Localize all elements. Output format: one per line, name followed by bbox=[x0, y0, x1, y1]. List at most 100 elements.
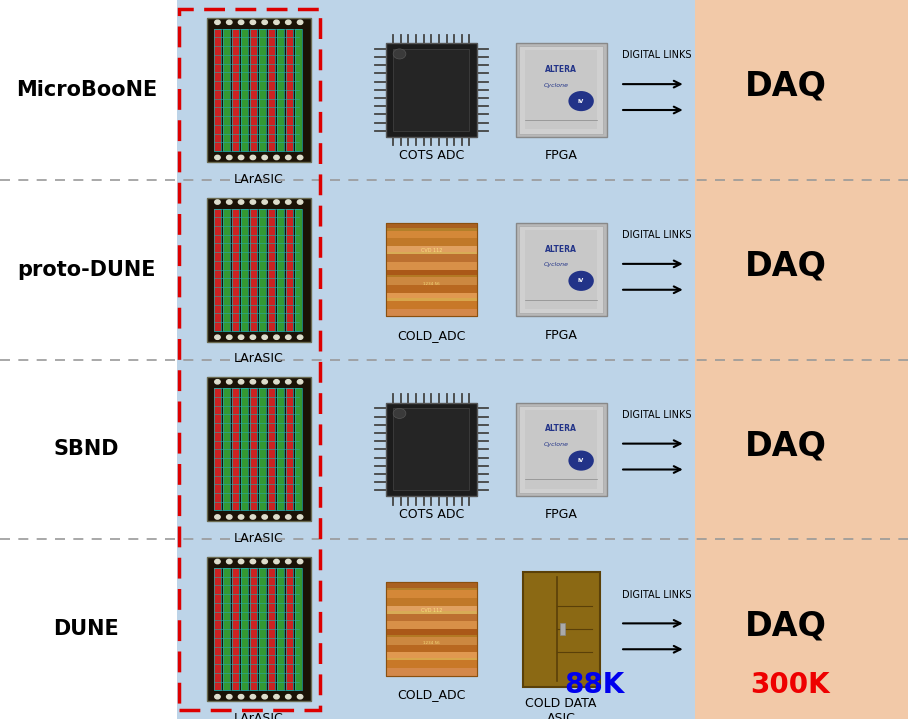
Bar bbox=[268, 29, 275, 151]
Circle shape bbox=[286, 200, 291, 204]
Bar bbox=[516, 403, 607, 496]
Bar bbox=[214, 388, 222, 510]
Bar bbox=[386, 293, 477, 301]
Circle shape bbox=[214, 335, 220, 339]
Bar bbox=[179, 9, 320, 710]
Text: SBND: SBND bbox=[54, 439, 119, 459]
Circle shape bbox=[251, 515, 256, 519]
Circle shape bbox=[286, 20, 291, 24]
Bar bbox=[250, 388, 258, 510]
Bar bbox=[241, 568, 249, 690]
Bar bbox=[259, 29, 266, 151]
Bar bbox=[286, 29, 293, 151]
Bar bbox=[268, 388, 275, 510]
Bar bbox=[222, 209, 231, 331]
Circle shape bbox=[274, 380, 280, 384]
Text: COTS ADC: COTS ADC bbox=[399, 508, 464, 521]
Bar bbox=[386, 223, 477, 316]
Circle shape bbox=[262, 515, 267, 519]
Bar bbox=[286, 568, 293, 690]
Bar bbox=[222, 388, 231, 510]
Bar bbox=[259, 209, 266, 331]
Bar bbox=[222, 29, 231, 151]
Bar bbox=[268, 29, 275, 151]
Bar bbox=[386, 298, 477, 301]
Bar bbox=[386, 611, 477, 613]
Text: ALTERA: ALTERA bbox=[545, 424, 577, 434]
Circle shape bbox=[239, 200, 243, 204]
Circle shape bbox=[298, 695, 303, 699]
Bar bbox=[250, 209, 258, 331]
Bar bbox=[393, 408, 469, 490]
Text: FPGA: FPGA bbox=[545, 508, 577, 521]
Bar bbox=[259, 388, 266, 510]
Bar bbox=[386, 275, 477, 278]
Bar bbox=[286, 209, 293, 331]
Bar bbox=[386, 629, 477, 637]
Bar bbox=[386, 252, 477, 254]
Text: IV: IV bbox=[578, 278, 584, 283]
Circle shape bbox=[227, 155, 232, 160]
Circle shape bbox=[239, 559, 243, 564]
Bar bbox=[295, 29, 302, 151]
Bar bbox=[386, 668, 477, 676]
Bar bbox=[519, 406, 603, 493]
Text: DIGITAL LINKS: DIGITAL LINKS bbox=[622, 230, 692, 240]
Bar bbox=[519, 226, 603, 313]
Bar bbox=[386, 637, 477, 645]
Bar bbox=[286, 568, 293, 690]
Circle shape bbox=[286, 335, 291, 339]
Bar bbox=[386, 590, 477, 598]
Bar bbox=[386, 621, 477, 629]
Bar bbox=[214, 209, 222, 331]
Bar bbox=[525, 230, 597, 309]
Bar bbox=[516, 43, 607, 137]
Text: DIGITAL LINKS: DIGITAL LINKS bbox=[622, 410, 692, 420]
Bar bbox=[386, 582, 477, 676]
Text: DAQ: DAQ bbox=[745, 429, 826, 462]
Bar bbox=[516, 223, 607, 316]
Bar bbox=[232, 209, 240, 331]
Circle shape bbox=[251, 559, 256, 564]
Circle shape bbox=[568, 271, 594, 291]
Bar bbox=[386, 613, 477, 621]
Bar bbox=[386, 278, 477, 285]
Circle shape bbox=[262, 380, 267, 384]
Bar bbox=[207, 198, 311, 342]
Text: IV: IV bbox=[578, 458, 584, 463]
Bar bbox=[295, 29, 302, 151]
Text: ALTERA: ALTERA bbox=[545, 244, 577, 254]
Text: Cyclone: Cyclone bbox=[544, 262, 569, 267]
Bar bbox=[525, 50, 597, 129]
Circle shape bbox=[214, 380, 220, 384]
Bar bbox=[277, 388, 284, 510]
Bar bbox=[207, 557, 311, 701]
Bar bbox=[393, 49, 469, 131]
Bar bbox=[214, 568, 222, 690]
Bar bbox=[241, 568, 249, 690]
Bar bbox=[295, 568, 302, 690]
Circle shape bbox=[262, 335, 267, 339]
Bar bbox=[386, 246, 477, 254]
Text: DAQ: DAQ bbox=[745, 70, 826, 103]
Text: COLD_ADC: COLD_ADC bbox=[397, 688, 466, 701]
Bar bbox=[241, 209, 249, 331]
Bar bbox=[286, 29, 293, 151]
Bar bbox=[207, 377, 311, 521]
Bar bbox=[268, 209, 275, 331]
Circle shape bbox=[286, 695, 291, 699]
Bar bbox=[295, 568, 302, 690]
Circle shape bbox=[239, 20, 243, 24]
Bar bbox=[386, 403, 477, 496]
Bar bbox=[277, 209, 284, 331]
Bar bbox=[268, 209, 275, 331]
Bar bbox=[386, 605, 477, 613]
Circle shape bbox=[274, 335, 280, 339]
Text: 88K: 88K bbox=[565, 671, 625, 699]
Text: COLD_ADC: COLD_ADC bbox=[397, 329, 466, 342]
Bar bbox=[523, 572, 599, 687]
Bar bbox=[386, 262, 477, 270]
Bar bbox=[214, 568, 222, 690]
Bar bbox=[286, 388, 293, 510]
Circle shape bbox=[298, 380, 303, 384]
